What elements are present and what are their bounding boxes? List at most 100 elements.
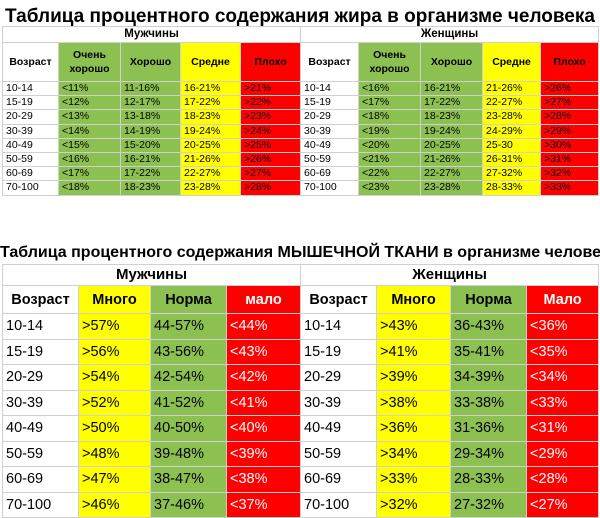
fat-men-good-cell: 15-20% (120, 137, 181, 153)
muscle-table-row: 60-69 >47% 38-47% <38% 60-69 >33% 28-33% <28% (2, 466, 600, 493)
muscle-women-much-header: Много (376, 285, 452, 314)
fat-women-average-cell: 27-32% (482, 166, 542, 182)
muscle-table-title: Таблица процентного содержания МЫШЕЧНОЙ … (0, 244, 600, 261)
fat-women-bad-cell: >32% (540, 166, 600, 182)
fat-table: Мужчины Женщины Возраст Очень хорошо Хор… (1, 26, 600, 196)
muscle-men-much-cell: >50% (78, 415, 151, 442)
muscle-women-norm-cell: 28-33% (450, 466, 528, 493)
muscle-men-norm-cell: 44-57% (150, 313, 227, 340)
fat-men-good-cell: 11-16% (120, 80, 181, 97)
muscle-men-much-cell: >54% (78, 364, 151, 391)
fat-women-good-cell: 22-27% (420, 166, 484, 182)
muscle-women-low-header: Мало (526, 285, 600, 314)
fat-women-average-cell: 28-33% (482, 180, 542, 196)
muscle-women-low-cell: <31% (526, 415, 600, 442)
fat-men-bad-cell: >24% (239, 123, 302, 139)
muscle-men-norm-cell: 41-52% (150, 389, 227, 416)
fat-men-very-good-cell: <13% (58, 109, 121, 125)
fat-men-average-cell: 23-28% (180, 180, 241, 196)
fat-women-good-cell: 23-28% (420, 180, 484, 196)
muscle-men-much-cell: >47% (78, 466, 151, 493)
muscle-women-norm-cell: 36-43% (450, 313, 528, 340)
fat-men-average-cell: 22-27% (180, 166, 241, 182)
muscle-men-norm-cell: 39-48% (150, 440, 227, 467)
muscle-men-low-cell: <42% (225, 364, 302, 391)
fat-women-bad-cell: >31% (540, 151, 600, 168)
fat-table-row: 60-69 <17% 17-22% 22-27% >27% 60-69 <22% 22-27%… (2, 166, 600, 182)
muscle-women-age-header: Возраст (300, 285, 378, 314)
fat-men-good-cell: 12-17% (120, 95, 181, 111)
fat-men-header: Мужчины (1, 26, 302, 43)
fat-women-bad-cell: >26% (540, 80, 600, 97)
muscle-women-norm-cell: 34-39% (450, 364, 528, 391)
fat-table-row: 50-59 <16% 16-21% 21-26% >26% 50-59 <21% 21-26%… (2, 151, 600, 168)
fat-women-header: Женщины (300, 26, 600, 43)
fat-women-bad-cell: >30% (540, 137, 600, 153)
muscle-table-row: 50-59 >48% 39-48% <39% 50-59 >34% 29-34% <29% (2, 440, 600, 467)
muscle-women-much-cell: >33% (376, 466, 452, 493)
fat-table-row: 40-49 <15% 15-20% 20-25% >25% 40-49 <20% 20-25%… (2, 137, 600, 153)
muscle-table-body: 10-14 >57% 44-57% <44% 10-14 >43% 36-43% <36% 15… (2, 313, 600, 518)
fat-women-very-good-cell: <22% (358, 166, 422, 182)
fat-table-row: 70-100 <18% 18-23% 23-28% >28% 70-100 <23% 23-2… (2, 180, 600, 196)
fat-table-row: 20-29 <13% 13-18% 18-23% >23% 20-29 <18% 18-23%… (2, 109, 600, 125)
muscle-table-row: 10-14 >57% 44-57% <44% 10-14 >43% 36-43% <36% (2, 313, 600, 340)
fat-women-age-cell: 30-39 (300, 123, 360, 139)
muscle-men-low-cell: <44% (225, 313, 302, 340)
muscle-women-age-cell: 70-100 (300, 491, 378, 518)
fat-women-good-cell: 20-25% (420, 137, 484, 153)
fat-table-row: 10-14 <11% 11-16% 16-21% >21% 10-14 <16% 16-21%… (2, 80, 600, 97)
fat-women-age-cell: 40-49 (300, 137, 360, 153)
fat-women-very-good-cell: <18% (358, 109, 422, 125)
muscle-men-low-cell: <37% (225, 491, 302, 518)
muscle-table: Мужчины Женщины Возраст Много Норма мало… (1, 264, 600, 518)
fat-women-bad-header: Плохо (540, 42, 600, 82)
fat-men-very-good-cell: <14% (58, 123, 121, 139)
fat-women-good-cell: 18-23% (420, 109, 484, 125)
fat-table-row: 30-39 <14% 14-19% 19-24% >24% 30-39 <19% 19-24%… (2, 123, 600, 139)
fat-women-very-good-cell: <23% (358, 180, 422, 196)
fat-women-very-good-cell: <19% (358, 123, 422, 139)
fat-women-bad-cell: >27% (540, 95, 600, 111)
fat-men-bad-cell: >22% (239, 95, 302, 111)
fat-women-age-cell: 70-100 (300, 180, 360, 196)
muscle-men-age-cell: 30-39 (2, 389, 79, 416)
fat-men-bad-cell: >23% (239, 109, 302, 125)
fat-men-very-good-cell: <18% (58, 180, 121, 196)
fat-men-average-header: Средне (180, 42, 241, 82)
fat-women-average-header: Средне (482, 42, 542, 82)
fat-men-good-header: Хорошо (120, 42, 181, 82)
fat-women-good-header: Хорошо (420, 42, 484, 82)
muscle-table-row: 20-29 >54% 42-54% <42% 20-29 >39% 34-39% <34% (2, 364, 600, 391)
fat-men-good-cell: 14-19% (120, 123, 181, 139)
fat-women-good-cell: 21-26% (420, 151, 484, 168)
fat-women-average-cell: 26-31% (482, 151, 542, 168)
muscle-men-norm-cell: 37-46% (150, 491, 227, 518)
muscle-women-age-cell: 15-19 (300, 338, 378, 365)
fat-men-good-cell: 18-23% (120, 180, 181, 196)
fat-men-average-cell: 17-22% (180, 95, 241, 111)
fat-women-good-cell: 19-24% (420, 123, 484, 139)
muscle-men-age-cell: 50-59 (2, 440, 79, 467)
fat-men-very-good-header: Очень хорошо (58, 42, 121, 82)
muscle-women-low-cell: <28% (526, 466, 600, 493)
muscle-men-much-cell: >46% (78, 491, 151, 518)
fat-men-bad-header: Плохо (239, 42, 302, 82)
fat-women-average-cell: 24-29% (482, 123, 542, 139)
fat-men-good-cell: 16-21% (120, 151, 181, 168)
fat-men-bad-cell: >28% (239, 180, 302, 196)
muscle-men-age-cell: 60-69 (2, 466, 79, 493)
muscle-women-much-cell: >34% (376, 440, 452, 467)
muscle-women-much-cell: >38% (376, 389, 452, 416)
fat-men-bad-cell: >21% (239, 80, 302, 97)
fat-women-very-good-cell: <16% (358, 80, 422, 97)
muscle-women-much-cell: >32% (376, 491, 452, 518)
fat-men-age-cell: 70-100 (2, 180, 59, 196)
muscle-women-low-cell: <35% (526, 338, 600, 365)
muscle-men-age-header: Возраст (2, 285, 79, 314)
fat-men-average-cell: 19-24% (180, 123, 241, 139)
fat-women-average-cell: 25-30 (482, 137, 542, 153)
muscle-men-low-cell: <41% (225, 389, 302, 416)
muscle-women-low-cell: <34% (526, 364, 600, 391)
fat-men-very-good-cell: <12% (58, 95, 121, 111)
